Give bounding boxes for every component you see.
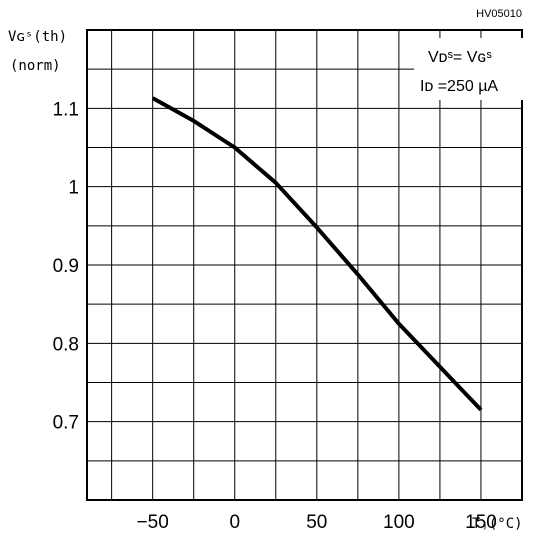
x-tick-label: 150 <box>465 512 497 533</box>
y-tick-label: 1.1 <box>53 99 79 120</box>
series-layer <box>151 96 483 412</box>
y-tick-label: 1 <box>68 178 79 199</box>
x-tick-label: 100 <box>383 512 415 533</box>
series-line <box>151 96 483 412</box>
grid <box>87 30 522 500</box>
plot-frame <box>86 29 523 501</box>
condition-vds: Vᴅˢ= Vɢˢ <box>428 49 492 66</box>
y-tick-label: 0.9 <box>53 256 79 277</box>
x-tick-label: 50 <box>306 512 327 533</box>
y-tick-label: 0.8 <box>53 334 79 355</box>
conditions-box-bg <box>414 38 524 100</box>
y-tick-label: 0.7 <box>53 413 79 434</box>
y-axis-label-line1: Vɢˢ(th) <box>8 29 67 45</box>
condition-id: Iᴅ =250 µA <box>420 78 498 95</box>
tick-labels: −50 0 50 100 150 0.7 0.8 0.9 1 1.1 <box>53 99 497 533</box>
x-axis-label: Tⱼ(°C) <box>472 516 523 532</box>
figure-code: HV05010 <box>476 8 522 20</box>
x-tick-label: 0 <box>229 512 240 533</box>
y-axis-label-line2: (norm) <box>10 58 61 74</box>
x-tick-label: −50 <box>137 512 169 533</box>
